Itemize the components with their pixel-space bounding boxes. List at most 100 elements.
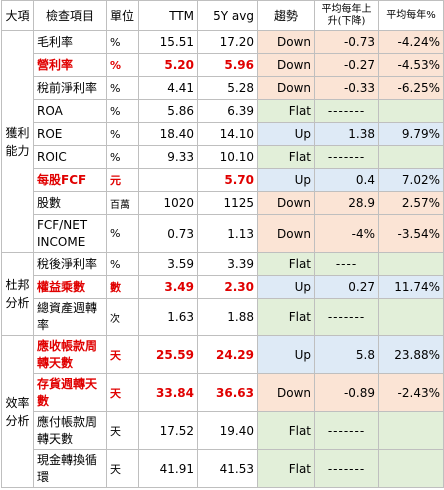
- item-annual-pct: -2.43%: [378, 373, 444, 412]
- item-name: ROA: [33, 99, 107, 123]
- item-unit: 次: [106, 298, 139, 336]
- item-annual-pct: [378, 449, 444, 488]
- item-annual-pct: -4.53%: [378, 53, 444, 77]
- item-name: 稅前淨利率: [33, 76, 107, 100]
- item-annual-change: ----: [314, 252, 379, 276]
- header-row: 大項 檢查項目 單位 TTM 5Y avg 趨勢 平均每年上升(下降) 平均每年…: [1, 0, 444, 31]
- item-annual-pct: 2.57%: [378, 191, 444, 215]
- item-name: 權益乘數: [33, 275, 107, 299]
- item-annual-change: 1.38: [314, 122, 379, 146]
- item-annual-pct: -3.54%: [378, 214, 444, 253]
- item-ttm: 3.49: [138, 275, 198, 299]
- table-row: 稅前淨利率 % 4.41 5.28 Down -0.33 -6.25%: [2, 76, 444, 100]
- item-unit: 百萬: [106, 191, 139, 215]
- item-unit: %: [106, 53, 139, 77]
- item-ttm: 33.84: [138, 373, 198, 412]
- item-5y-avg: 5.96: [197, 53, 258, 77]
- item-name: 毛利率: [33, 30, 107, 54]
- item-5y-avg: 36.63: [197, 373, 258, 412]
- item-unit: %: [106, 252, 139, 276]
- table-row: ROA % 5.86 6.39 Flat -------: [2, 99, 444, 123]
- table-row: 股數 百萬 1020 1125 Down 28.9 2.57%: [2, 191, 444, 215]
- item-unit: %: [106, 76, 139, 100]
- item-name: 每股FCF: [33, 168, 107, 192]
- item-annual-change: -------: [314, 99, 379, 123]
- item-annual-change: 0.27: [314, 275, 379, 299]
- item-ttm: 18.40: [138, 122, 198, 146]
- item-name: 總資產週轉率: [33, 298, 107, 336]
- item-name: 存貨週轉天數: [33, 373, 107, 412]
- item-5y-avg: 24.29: [197, 335, 258, 374]
- item-annual-change: -------: [314, 449, 379, 488]
- item-unit: 天: [106, 411, 139, 450]
- item-ttm: [138, 168, 198, 192]
- item-5y-avg: 5.28: [197, 76, 258, 100]
- table-row: 營利率 % 5.20 5.96 Down -0.27 -4.53%: [2, 53, 444, 77]
- item-5y-avg: 10.10: [197, 145, 258, 169]
- item-5y-avg: 14.10: [197, 122, 258, 146]
- item-ttm: 5.86: [138, 99, 198, 123]
- item-trend: Up: [257, 275, 315, 299]
- header-category: 大項: [1, 0, 34, 31]
- item-name: 應收帳款周轉天數: [33, 335, 107, 374]
- table-row: 應付帳款周轉天數 天 17.52 19.40 Flat -------: [2, 411, 444, 450]
- item-annual-change: -------: [314, 298, 379, 336]
- item-annual-change: -0.33: [314, 76, 379, 100]
- item-ttm: 25.59: [138, 335, 198, 374]
- item-ttm: 17.52: [138, 411, 198, 450]
- item-name: 現金轉換循環: [33, 449, 107, 488]
- item-annual-pct: [378, 252, 444, 276]
- item-5y-avg: 1125: [197, 191, 258, 215]
- table-row: 存貨週轉天數 天 33.84 36.63 Down -0.89 -2.43%: [2, 373, 444, 412]
- item-ttm: 0.73: [138, 214, 198, 253]
- item-annual-pct: 9.79%: [378, 122, 444, 146]
- item-unit: 數: [106, 275, 139, 299]
- item-unit: %: [106, 145, 139, 169]
- table-row: 總資產週轉率 次 1.63 1.88 Flat -------: [2, 298, 444, 336]
- item-name: ROIC: [33, 145, 107, 169]
- table-row: 現金轉換循環 天 41.91 41.53 Flat -------: [2, 449, 444, 488]
- item-trend: Down: [257, 373, 315, 412]
- item-annual-pct: 11.74%: [378, 275, 444, 299]
- item-annual-pct: 23.88%: [378, 335, 444, 374]
- item-ttm: 1020: [138, 191, 198, 215]
- item-trend: Flat: [257, 411, 315, 450]
- item-5y-avg: 2.30: [197, 275, 258, 299]
- item-5y-avg: 17.20: [197, 30, 258, 54]
- header-item: 檢查項目: [33, 0, 107, 31]
- item-name: 營利率: [33, 53, 107, 77]
- item-unit: 天: [106, 449, 139, 488]
- item-trend: Up: [257, 168, 315, 192]
- item-5y-avg: 19.40: [197, 411, 258, 450]
- header-unit: 單位: [106, 0, 139, 31]
- item-annual-change: -------: [314, 145, 379, 169]
- item-annual-pct: [378, 298, 444, 336]
- item-unit: %: [106, 214, 139, 253]
- item-ttm: 15.51: [138, 30, 198, 54]
- item-ttm: 4.41: [138, 76, 198, 100]
- item-5y-avg: 1.13: [197, 214, 258, 253]
- table-row: 權益乘數 數 3.49 2.30 Up 0.27 11.74%: [2, 275, 444, 299]
- item-trend: Up: [257, 122, 315, 146]
- item-annual-change: 28.9: [314, 191, 379, 215]
- item-5y-avg: 6.39: [197, 99, 258, 123]
- item-unit: %: [106, 30, 139, 54]
- item-5y-avg: 5.70: [197, 168, 258, 192]
- item-trend: Flat: [257, 298, 315, 336]
- item-annual-pct: [378, 411, 444, 450]
- item-trend: Down: [257, 214, 315, 253]
- header-5y-avg: 5Y avg: [197, 0, 258, 31]
- item-unit: 天: [106, 373, 139, 412]
- item-annual-change: 0.4: [314, 168, 379, 192]
- item-name: 應付帳款周轉天數: [33, 411, 107, 450]
- item-5y-avg: 1.88: [197, 298, 258, 336]
- item-trend: Up: [257, 335, 315, 374]
- item-annual-pct: [378, 99, 444, 123]
- table-row: 獲利能力 毛利率 % 15.51 17.20 Down -0.73 -4.24%: [1, 30, 444, 253]
- category-efficiency: 效率分析: [1, 335, 34, 488]
- table-row: ROIC % 9.33 10.10 Flat -------: [2, 145, 444, 169]
- item-trend: Flat: [257, 449, 315, 488]
- item-annual-change: -4%: [314, 214, 379, 253]
- table-row: 杜邦分析 稅後淨利率 % 3.59 3.39 Flat ----: [1, 252, 444, 336]
